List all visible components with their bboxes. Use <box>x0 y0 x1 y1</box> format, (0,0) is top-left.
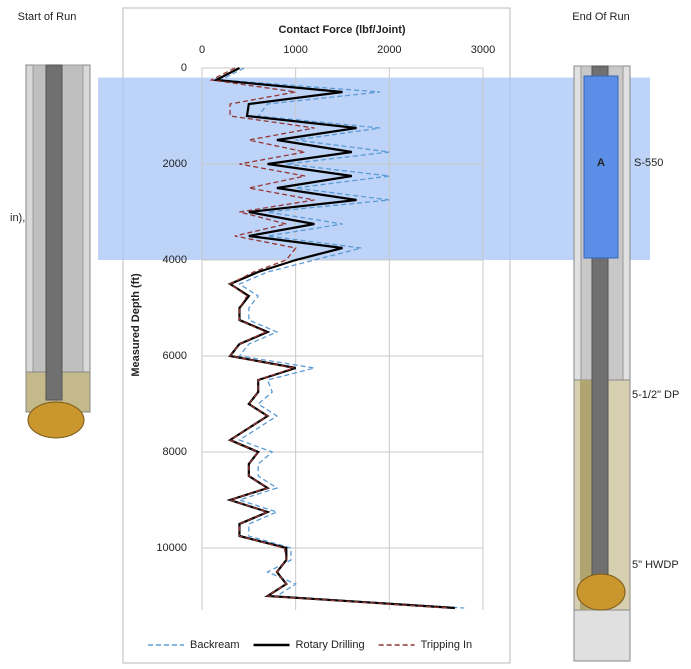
end-wellbore <box>574 66 630 661</box>
panel-title: End Of Run <box>572 11 629 23</box>
y-tick-label: 8000 <box>163 446 187 458</box>
panel-label: in), <box>10 212 25 224</box>
legend-label: Tripping In <box>421 639 473 651</box>
y-tick-label: 2000 <box>163 158 187 170</box>
y-axis-title: Measured Depth (ft) <box>130 273 142 377</box>
x-tick-label: 2000 <box>377 44 401 56</box>
y-tick-label: 4000 <box>163 254 187 266</box>
component-name: 5" HWDP <box>632 559 679 571</box>
legend-label: Backream <box>190 639 240 651</box>
component-name: S-550 <box>634 157 663 169</box>
x-axis-title: Contact Force (lbf/Joint) <box>278 24 405 36</box>
legend-label: Rotary Drilling <box>296 639 365 651</box>
x-tick-label: 0 <box>199 44 205 56</box>
component-label: A <box>597 157 605 169</box>
panel-title: Start of Run <box>18 11 77 23</box>
component-name: 5-1/2" DP <box>632 389 679 401</box>
start-wellbore <box>26 65 90 438</box>
y-tick-label: 0 <box>181 62 187 74</box>
x-tick-label: 3000 <box>471 44 495 56</box>
y-tick-label: 6000 <box>163 350 187 362</box>
y-tick-label: 10000 <box>156 542 187 554</box>
x-tick-label: 1000 <box>283 44 307 56</box>
page: Start of Run in), End Of Run A S-550 5-1… <box>0 0 691 664</box>
